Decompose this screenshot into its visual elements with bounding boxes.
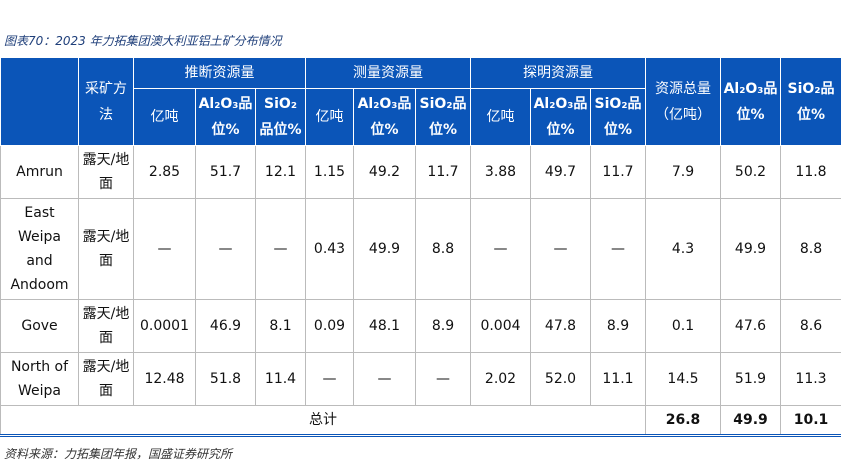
cell: 51.7	[195, 145, 256, 199]
header-row: 采矿方法 推断资源量 测量资源量 探明资源量 资源总量（亿吨） Al₂O₃品位% SiO₂品…	[0, 57, 841, 146]
cell: —	[470, 198, 531, 300]
cell: 0.09	[305, 299, 354, 353]
cell: —	[530, 198, 591, 300]
sub-header: Al₂O₃品位%	[353, 88, 416, 146]
cell: East Weipa and Andoom	[0, 198, 79, 300]
cell: —	[133, 198, 196, 300]
cell: 47.6	[720, 299, 781, 353]
sub-header: Al₂O₃品位%	[530, 88, 591, 146]
group-header: 测量资源量	[305, 57, 471, 89]
cell: 8.1	[255, 299, 306, 353]
total-value: 49.9	[720, 405, 781, 437]
total-header: SiO₂品位%	[780, 57, 841, 146]
cell: 1.15	[305, 145, 354, 199]
header-row: 亿吨 Al₂O₃品位% SiO₂品位% 亿吨 Al₂O₃品位% SiO₂品位% 亿吨 Al₂O…	[1, 88, 841, 146]
cell: 8.8	[780, 198, 841, 300]
table: 采矿方法 推断资源量 测量资源量 探明资源量 资源总量（亿吨） Al₂O₃品位% SiO₂品…	[0, 57, 841, 437]
data-row: Gove 露天/地面 0.0001 46.9 8.1 0.09 48.1 8.9 0.004 47…	[0, 299, 841, 353]
cell: 47.8	[530, 299, 591, 353]
cell: 11.3	[780, 352, 841, 406]
cell: 52.0	[530, 352, 591, 406]
total-value: 10.1	[780, 405, 841, 437]
cell: 0.0001	[133, 299, 196, 353]
cell: —	[353, 352, 416, 406]
total-row: 总计 26.8 49.9 10.1	[0, 405, 841, 437]
sub-header: 亿吨	[470, 88, 531, 146]
cell: 8.8	[415, 198, 471, 300]
cell: 11.4	[255, 352, 306, 406]
data-row: Amrun 露天/地面 2.85 51.7 12.1 1.15 49.2 11.7 3.88 49…	[0, 145, 841, 199]
data-row: North of Weipa 露天/地面 12.48 51.8 11.4— — —2.02 5…	[0, 352, 841, 406]
cell: 11.7	[415, 145, 471, 199]
cell: 49.2	[353, 145, 416, 199]
cell: 49.7	[530, 145, 591, 199]
cell: North of Weipa	[0, 352, 79, 406]
cell: 11.1	[590, 352, 646, 406]
cell: —	[415, 352, 471, 406]
cell: 2.85	[133, 145, 196, 199]
cell: 8.9	[415, 299, 471, 353]
cell: 8.9	[590, 299, 646, 353]
header-cell: 采矿方法	[78, 57, 134, 146]
cell: 49.9	[720, 198, 781, 300]
cell: 露天/地面	[78, 299, 134, 353]
source: 资料来源：力拓集团年报，国盛证券研究所	[4, 447, 233, 461]
cell: 露天/地面	[78, 198, 134, 300]
sub-header: Al₂O₃品位%	[195, 88, 256, 146]
cell: 12.48	[133, 352, 196, 406]
total-value: 26.8	[645, 405, 721, 437]
cell: 露天/地面	[78, 352, 134, 406]
cell: 48.1	[353, 299, 416, 353]
caption: 图表70：2023 年力拓集团澳大利亚铝土矿分布情况	[4, 34, 282, 48]
sub-header: SiO₂品位%	[415, 88, 471, 146]
cell: 7.9	[645, 145, 721, 199]
cell: 露天/地面	[78, 145, 134, 199]
cell: Amrun	[0, 145, 79, 199]
cell: 0.004	[470, 299, 531, 353]
cell: 51.8	[195, 352, 256, 406]
sub-header: 亿吨	[133, 88, 196, 146]
cell: 8.6	[780, 299, 841, 353]
total-label: 总计	[0, 405, 646, 437]
cell: Gove	[0, 299, 79, 353]
cell: 0.1	[645, 299, 721, 353]
data-row: East Weipa and Andoom 露天/地面 — — —0.43 49.9 8.8…	[0, 198, 841, 300]
cell: —	[255, 198, 306, 300]
cell: 3.88	[470, 145, 531, 199]
cell: —	[305, 352, 354, 406]
cell: 51.9	[720, 352, 781, 406]
cell: 0.43	[305, 198, 354, 300]
header-cell	[0, 57, 79, 146]
sub-header: 亿吨	[305, 88, 354, 146]
cell: 14.5	[645, 352, 721, 406]
cell: 12.1	[255, 145, 306, 199]
cell: 2.02	[470, 352, 531, 406]
cell: 49.9	[353, 198, 416, 300]
cell: 11.8	[780, 145, 841, 199]
cell: 50.2	[720, 145, 781, 199]
group-header: 推断资源量	[133, 57, 306, 89]
group-header: 探明资源量	[470, 57, 646, 89]
sub-header: SiO₂品位%	[255, 88, 306, 146]
cell: —	[195, 198, 256, 300]
sub-header: SiO₂品位%	[590, 88, 646, 146]
cell: —	[590, 198, 646, 300]
cell: 4.3	[645, 198, 721, 300]
total-header: Al₂O₃品位%	[720, 57, 781, 146]
total-header: 资源总量（亿吨）	[645, 57, 721, 146]
cell: 11.7	[590, 145, 646, 199]
cell: 46.9	[195, 299, 256, 353]
